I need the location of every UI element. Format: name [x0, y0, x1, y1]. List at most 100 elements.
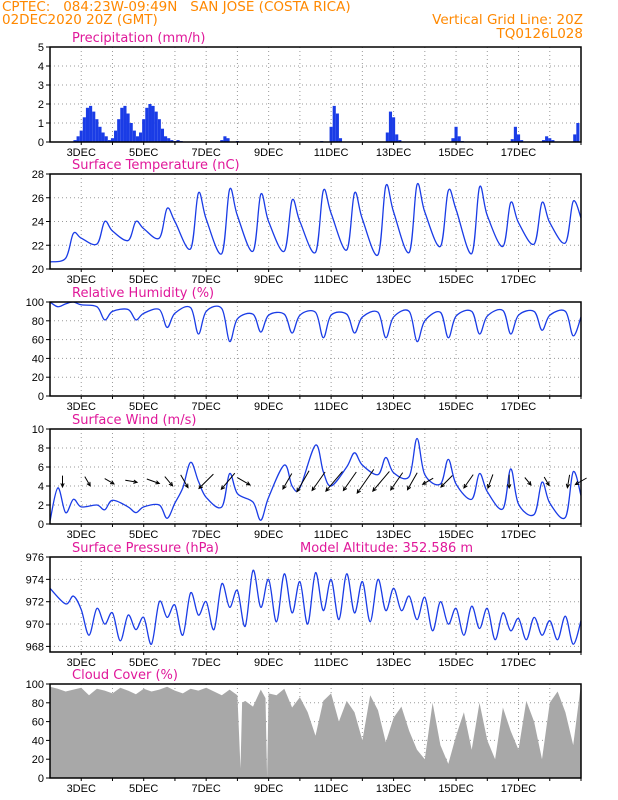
precip-bar [157, 119, 161, 142]
wind-arrow [237, 477, 252, 486]
ytick-label: 24 [32, 217, 44, 229]
precip-bar [545, 136, 549, 142]
xtick-label: 13DEC [376, 147, 412, 159]
xtick-label: 5DEC [129, 783, 158, 795]
precip-bar [135, 136, 140, 142]
xtick-label: 9DEC [254, 401, 283, 413]
xtick-label: 7DEC [192, 147, 221, 159]
precip-bar [164, 136, 168, 142]
panel-title: Relative Humidity (%) [72, 286, 214, 301]
precip-bar [398, 140, 402, 142]
precip-bar [98, 126, 102, 142]
precip-bar [170, 140, 174, 142]
precip-bar [457, 136, 461, 142]
xtick-label: 13DEC [376, 274, 412, 286]
ytick-label: 5 [38, 42, 44, 54]
precip-bar [335, 113, 339, 142]
ytick-label: 20 [32, 754, 44, 766]
xtick-label: 9DEC [254, 657, 283, 669]
run-datetime: 02DEC2020 20Z (GMT) [2, 12, 158, 28]
precip-bar [551, 140, 555, 142]
panel-title: Cloud Cover (%) [72, 668, 178, 683]
xtick-label: 11DEC [314, 783, 349, 795]
precip-bar [120, 107, 124, 142]
grid-line-note: Vertical Grid Line: 20Z [432, 12, 583, 28]
xtick-label: 3DEC [67, 147, 96, 159]
ytick-label: 968 [26, 641, 44, 653]
wind-arrow [220, 472, 236, 491]
panel-title: Surface Wind (m/s) [72, 413, 196, 428]
xtick-label: 15DEC [438, 401, 474, 413]
ytick-label: 40 [32, 353, 44, 365]
precip-bar [516, 134, 521, 142]
series-precip [73, 104, 580, 142]
ytick-label: 1 [38, 118, 44, 130]
xtick-label: 9DEC [254, 783, 283, 795]
grid-precip [50, 47, 581, 142]
precip-bar [92, 111, 96, 142]
precip-bar [332, 105, 336, 142]
xtick-label: 11DEC [314, 147, 349, 159]
precip-bar [73, 140, 77, 142]
precip-bar [107, 140, 111, 142]
xtick-label: 15DEC [438, 274, 474, 286]
series-cloud [50, 684, 581, 778]
precip-bar [167, 138, 171, 142]
ytick-label: 100 [26, 679, 44, 691]
xtick-label: 3DEC [67, 401, 96, 413]
panel-cloud: 0 20 40 60 80 100 3DEC 5DEC 7DEC 9DEC 11DEC 13DEC 15… [26, 668, 582, 795]
frame-cloud [49, 683, 582, 779]
location-header: CPTEC: 084:23W-09:49N SAN JOSE (COSTA RI… [2, 0, 351, 15]
ytick-label: 26 [32, 193, 44, 205]
ytick-label: 40 [32, 735, 44, 747]
xtick-label: 9DEC [254, 147, 283, 159]
xtick-label: 11DEC [314, 401, 349, 413]
wind-arrow [390, 472, 404, 491]
wind-arrow [146, 478, 161, 485]
xtick-label: 13DEC [376, 529, 412, 541]
precip-bar [117, 119, 121, 142]
panel-annotation: Model Altitude: 352.586 m [300, 541, 473, 556]
ytick-label: 8 [38, 443, 44, 455]
xtick-label: 11DEC [314, 657, 349, 669]
pressure-line [50, 569, 581, 645]
precip-bar [110, 138, 115, 142]
panel-title: Precipitation (mm/h) [72, 31, 205, 46]
panel-precip: 0 1 2 3 4 5 3DEC 5DEC 7DEC 9DEC 11DEC 13DEC 15DEC 17D… [38, 31, 582, 159]
precip-bar [329, 126, 333, 142]
wind-arrow [296, 470, 310, 493]
xtick-label: 11DEC [314, 529, 349, 541]
wind-arrow [84, 476, 91, 487]
wind-arrow [565, 474, 571, 489]
xtick-label: 5DEC [129, 147, 158, 159]
wind-arrow [198, 473, 214, 490]
precip-bar [454, 126, 458, 142]
wind-arrow [487, 474, 494, 490]
precip-bar [548, 138, 552, 142]
grid-temp [50, 174, 581, 269]
precip-bar [151, 105, 155, 142]
ytick-label: 4 [38, 481, 44, 493]
wind-arrow [104, 478, 115, 485]
precip-bar [142, 119, 146, 142]
xtick-label: 17DEC [501, 401, 537, 413]
ytick-label: 0 [38, 137, 44, 149]
ytick-label: 2 [38, 99, 44, 111]
wind-arrow [342, 471, 357, 492]
xtick-label: 17DEC [501, 657, 537, 669]
humidity-line [50, 302, 581, 343]
ytick-label: 60 [32, 335, 44, 347]
precip-bar [139, 132, 143, 142]
precip-bar [123, 105, 127, 142]
precip-bar [76, 136, 80, 142]
xtick-label: 11DEC [314, 274, 349, 286]
precip-bar [129, 123, 133, 142]
xtick-label: 15DEC [438, 529, 474, 541]
wind-arrow [282, 473, 293, 491]
frame-pressure [49, 556, 582, 653]
xtick-label: 17DEC [501, 529, 537, 541]
xtick-label: 17DEC [501, 147, 537, 159]
ytick-label: 2 [38, 500, 44, 512]
xtick-label: 3DEC [67, 783, 96, 795]
